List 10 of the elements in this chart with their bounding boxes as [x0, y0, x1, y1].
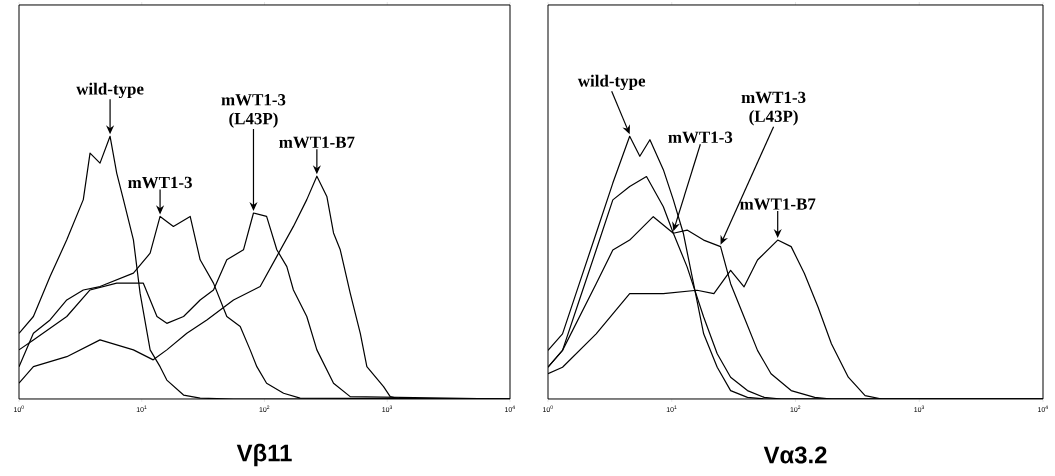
- legend-label: mWT1-3: [668, 131, 733, 144]
- text: wild-type: [577, 74, 646, 91]
- text: mWT1-3 (L43P): [741, 91, 806, 126]
- x-axis-title: Vα3.2: [763, 446, 827, 464]
- text: wild-type: [76, 82, 144, 99]
- text: mWT1-3 (L43P): [221, 94, 286, 128]
- series-label: mWT1-3: [128, 176, 192, 189]
- text: mWT1-B7: [279, 136, 355, 149]
- x-axis-title: Vβ11: [236, 443, 292, 467]
- text: mWT1-B7: [740, 198, 816, 210]
